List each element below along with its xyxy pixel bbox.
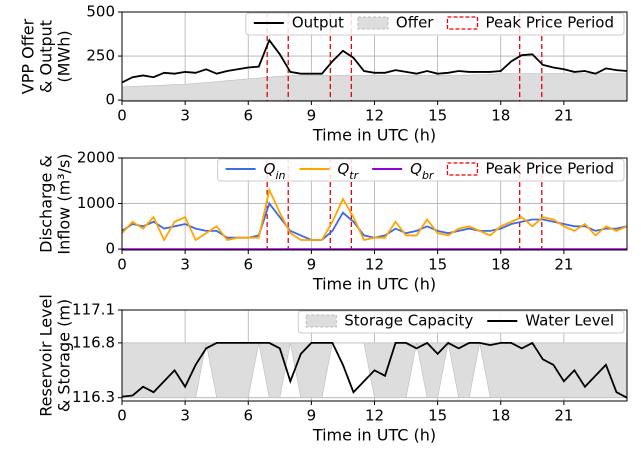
legend: Qin Qtr Qbr Peak Price Period bbox=[217, 158, 625, 182]
y-axis-label: (MWh) bbox=[55, 30, 74, 82]
plot-area bbox=[122, 12, 627, 101]
legend-label-sub: br bbox=[422, 169, 435, 182]
y-axis-label: Inflow (m³/s) bbox=[55, 153, 74, 254]
y-tick-label: 1000 bbox=[77, 194, 115, 212]
area bbox=[122, 73, 627, 101]
legend-box bbox=[245, 12, 625, 36]
x-tick-label: 12 bbox=[365, 407, 384, 425]
legend-label: Peak Price Period bbox=[485, 160, 614, 178]
x-tick-label: 12 bbox=[365, 256, 384, 274]
series-line bbox=[122, 187, 627, 242]
legend-label-main: Q bbox=[337, 160, 349, 178]
x-tick-label: 18 bbox=[491, 107, 510, 125]
x-tick-label: 0 bbox=[117, 407, 127, 425]
x-tick-label: 3 bbox=[180, 107, 190, 125]
legend-label: Qbr bbox=[410, 160, 435, 182]
legend-label: Water Level bbox=[525, 312, 614, 330]
y-axis-label: & Output bbox=[37, 20, 56, 93]
x-tick-label: 3 bbox=[180, 407, 190, 425]
x-axis-label: Time in UTC (h) bbox=[312, 426, 436, 445]
x-tick-label: 6 bbox=[243, 256, 253, 274]
x-tick-label: 21 bbox=[554, 256, 573, 274]
y-tick-label: 250 bbox=[86, 47, 115, 65]
x-axis-label: Time in UTC (h) bbox=[312, 275, 436, 294]
x-tick-label: 0 bbox=[117, 107, 127, 125]
x-tick-label: 3 bbox=[180, 256, 190, 274]
legend-label: Offer bbox=[396, 14, 434, 32]
legend-label-main: Q bbox=[264, 160, 276, 178]
x-tick-label: 6 bbox=[243, 407, 253, 425]
legend-handle bbox=[305, 314, 337, 328]
x-tick-label: 21 bbox=[554, 107, 573, 125]
legend-label: Qtr bbox=[337, 160, 359, 182]
y-tick-label: 2000 bbox=[77, 149, 115, 167]
y-tick-label: 0 bbox=[105, 91, 115, 109]
y-tick-label: 0 bbox=[105, 240, 115, 258]
legend-label-sub: tr bbox=[349, 169, 359, 182]
series-line bbox=[122, 38, 627, 84]
x-tick-label: 9 bbox=[307, 107, 317, 125]
legend-label: Qin bbox=[264, 160, 286, 182]
legend-handle bbox=[446, 16, 479, 30]
legend-label: Storage Capacity bbox=[344, 312, 473, 330]
y-tick-label: 117.1 bbox=[72, 301, 115, 319]
legend-label: Peak Price Period bbox=[485, 14, 614, 32]
y-axis-label: Reservoir Level bbox=[37, 294, 56, 417]
legend-label: Output bbox=[292, 14, 344, 32]
y-axis-label: & Storage (m) bbox=[55, 299, 74, 412]
y-axis-label: Discharge & bbox=[37, 155, 56, 253]
legend: Output Offer Peak Price Period bbox=[245, 12, 625, 36]
x-tick-label: 12 bbox=[365, 107, 384, 125]
x-tick-label: 15 bbox=[428, 407, 447, 425]
y-tick-label: 116.8 bbox=[72, 333, 115, 351]
plot-area bbox=[122, 310, 627, 401]
y-tick-label: 500 bbox=[86, 3, 115, 21]
x-axis-label: Time in UTC (h) bbox=[312, 126, 436, 145]
x-tick-label: 15 bbox=[428, 107, 447, 125]
x-tick-label: 21 bbox=[554, 407, 573, 425]
legend-box bbox=[217, 158, 625, 182]
legend-handle bbox=[357, 16, 389, 30]
x-tick-label: 18 bbox=[491, 407, 510, 425]
legend-label-main: Q bbox=[410, 160, 422, 178]
x-tick-label: 18 bbox=[491, 256, 510, 274]
legend-label-sub: in bbox=[275, 169, 285, 182]
x-tick-label: 9 bbox=[307, 407, 317, 425]
x-tick-label: 9 bbox=[307, 256, 317, 274]
legend-handle bbox=[446, 162, 479, 176]
x-tick-label: 15 bbox=[428, 256, 447, 274]
plot-area bbox=[122, 158, 627, 250]
legend-box bbox=[297, 310, 625, 334]
legend: Storage Capacity Water Level bbox=[297, 310, 625, 334]
x-tick-label: 6 bbox=[243, 107, 253, 125]
y-tick-label: 116.3 bbox=[72, 388, 115, 406]
x-tick-label: 0 bbox=[117, 256, 127, 274]
y-axis-label: VPP Offer bbox=[19, 18, 38, 94]
series-line bbox=[122, 341, 627, 399]
